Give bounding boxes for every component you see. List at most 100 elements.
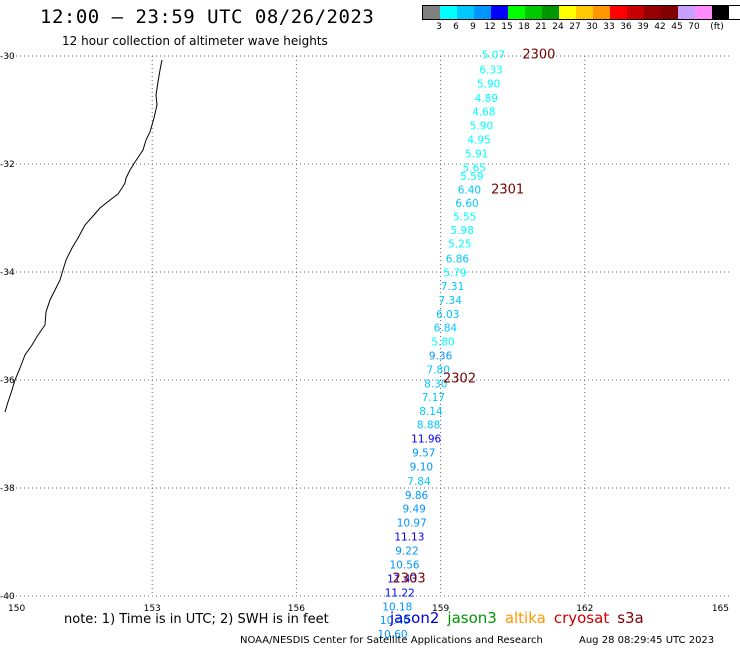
legend-swatch [440,6,457,19]
legend-tick: 15 [501,22,513,32]
pass-time-label: 2303 [393,572,426,587]
swh-value: 9.36 [429,350,453,362]
legend-swatch [627,6,644,19]
footer-note: note: 1) Time is in UTC; 2) SWH is in fe… [64,612,329,627]
legend-swatch [508,6,525,19]
swh-value: 8.30 [424,379,447,391]
swh-value: 11.13 [394,531,424,543]
legend-unit: (ft) [710,22,724,32]
swh-value: 10.97 [397,517,427,529]
legend-swatch [695,6,712,19]
swh-value: 5.25 [448,239,471,251]
swh-value: 6.33 [479,64,502,76]
swh-value: 7.17 [422,392,445,404]
swh-value: 5.65 [463,163,486,175]
coastline [4,59,163,413]
lon-label: 150 [8,604,25,614]
legend-tick: 27 [569,22,581,32]
swh-value: 6.86 [446,253,470,265]
lon-label: 165 [712,604,729,614]
lat-label: -34 [0,268,15,278]
lat-label: -38 [0,484,15,494]
swh-value: 7.31 [441,281,464,293]
legend-tick: 21 [535,22,547,32]
swh-value: 6.40 [458,185,481,197]
swh-value: 9.49 [402,503,425,515]
swh-value: 10.60 [378,629,408,641]
legend-swatch [491,6,508,19]
satellite-jason2: jason2 [390,609,440,627]
legend-tick: 45 [671,22,683,32]
legend-tick: 18 [518,22,530,32]
legend-swatch [593,6,610,19]
swh-value: 4.68 [472,106,495,118]
swh-value: 9.10 [410,462,433,474]
lon-label: 159 [432,604,449,614]
swh-value: 11.22 [385,588,415,600]
legend-swatch [712,6,729,19]
legend-swatch [644,6,661,19]
swh-value: 10.18 [382,602,412,614]
legend-tick: 39 [637,22,649,32]
legend-swatch [610,6,627,19]
pass-labels: 2300 2301 2302 2303 [393,48,556,587]
swh-value: 5.90 [477,78,500,90]
swh-value: 5.98 [451,225,474,237]
legend-tick: 30 [586,22,598,32]
legend-swatch [542,6,559,19]
swh-value: 4.89 [475,93,498,105]
footer-credit: NOAA/NESDIS Center for Satellite Applica… [240,635,543,646]
lat-label: -36 [0,376,15,386]
legend-labels: 3 6 9 12 15 18 21 24 27 30 33 36 39 42 45 70 (ft) [422,20,740,34]
legend-swatches [422,5,740,20]
swh-value: 9.22 [395,545,418,557]
legend-swatch [423,6,440,19]
swh-value: 7.34 [439,295,463,307]
swh-value: 9.86 [405,490,429,502]
legend-swatch [678,6,695,19]
swh-value: 5.07 [482,50,505,62]
satellite-altika: altika [504,609,546,627]
pass-time-label: 2302 [443,372,476,387]
swh-value: 5.91 [465,149,488,161]
swh-value: 4.95 [467,134,490,146]
lon-label: 162 [576,604,593,614]
swh-value: 6.60 [455,198,478,210]
swh-value: 6.03 [436,309,459,321]
legend-tick: 3 [436,22,442,32]
pass-time-label: 2301 [491,183,524,198]
satellite-cryosat: cryosat [553,609,610,627]
lat-label: -32 [0,160,15,170]
legend-swatch [525,6,542,19]
swh-value: 8.14 [419,406,443,418]
lat-label: -30 [0,52,15,62]
legend-tick: 6 [453,22,459,32]
legend-tick: 24 [552,22,564,32]
footer-timestamp: Aug 28 08:29:45 UTC 2023 [579,635,715,646]
swh-value: 11.43 [387,574,417,586]
legend-tick: 33 [603,22,615,32]
lat-label: -40 [0,592,15,602]
legend-swatch [559,6,576,19]
legend-tick: 9 [470,22,476,32]
satellite-jason3: jason3 [447,609,497,627]
color-legend: 3 6 9 12 15 18 21 24 27 30 33 36 39 42 45 70 (ft) [422,5,740,34]
swh-value: 5.55 [453,212,476,224]
swh-value: 5.90 [470,120,493,132]
swh-value: 8.88 [417,420,440,432]
track-values: 5.07 6.33 5.90 4.894.68 5.90 4.95 5.91 5.655.59… [378,50,506,641]
legend-swatch [576,6,593,19]
legend-tick: 42 [654,22,666,32]
lon-label: 153 [144,604,161,614]
swh-value: 7.80 [427,365,450,377]
satellite-s3a: s3a [617,609,644,627]
legend-swatch [661,6,678,19]
swh-value: 10.56 [390,559,420,571]
legend-tick: 36 [620,22,632,32]
swh-value: 11.96 [411,434,441,446]
legend-tick: 12 [484,22,496,32]
legend-swatch [457,6,474,19]
page-subtitle: 12 hour collection of altimeter wave hei… [62,34,328,48]
satellite-key: jason2 jason3 altika cryosat s3a [390,609,652,627]
